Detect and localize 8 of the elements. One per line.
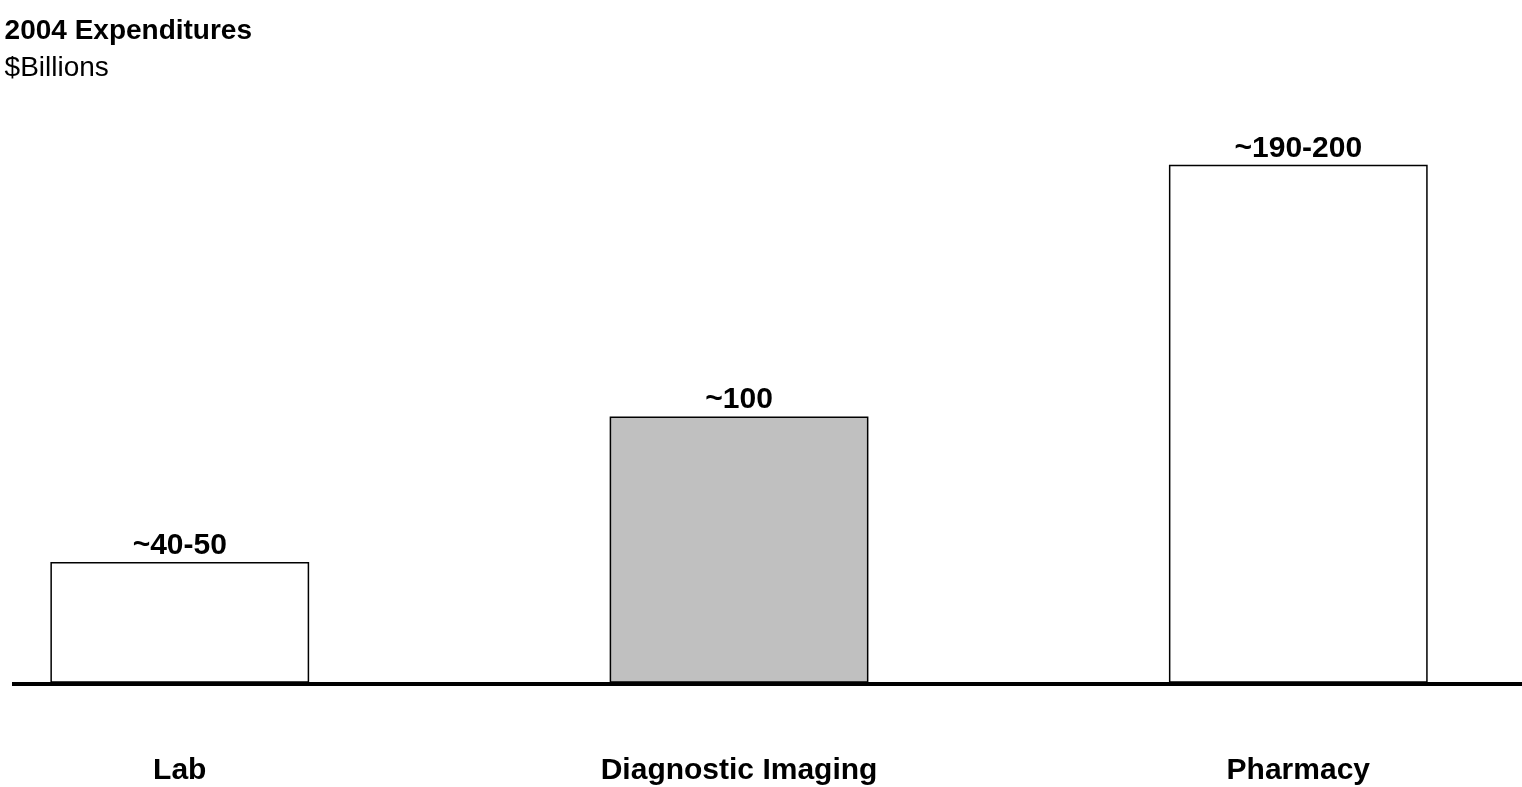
chart-subtitle: $Billions — [4, 50, 109, 82]
data-label: ~100 — [705, 381, 773, 415]
x-tick-label: Lab — [153, 752, 207, 785]
data-label: ~190-200 — [1234, 129, 1363, 163]
x-tick-label: Pharmacy — [1226, 752, 1371, 785]
data-label: ~40-50 — [132, 526, 227, 560]
x-tick-label: Diagnostic Imaging — [600, 752, 878, 785]
chart-title: 2004 Expenditures — [4, 14, 253, 46]
